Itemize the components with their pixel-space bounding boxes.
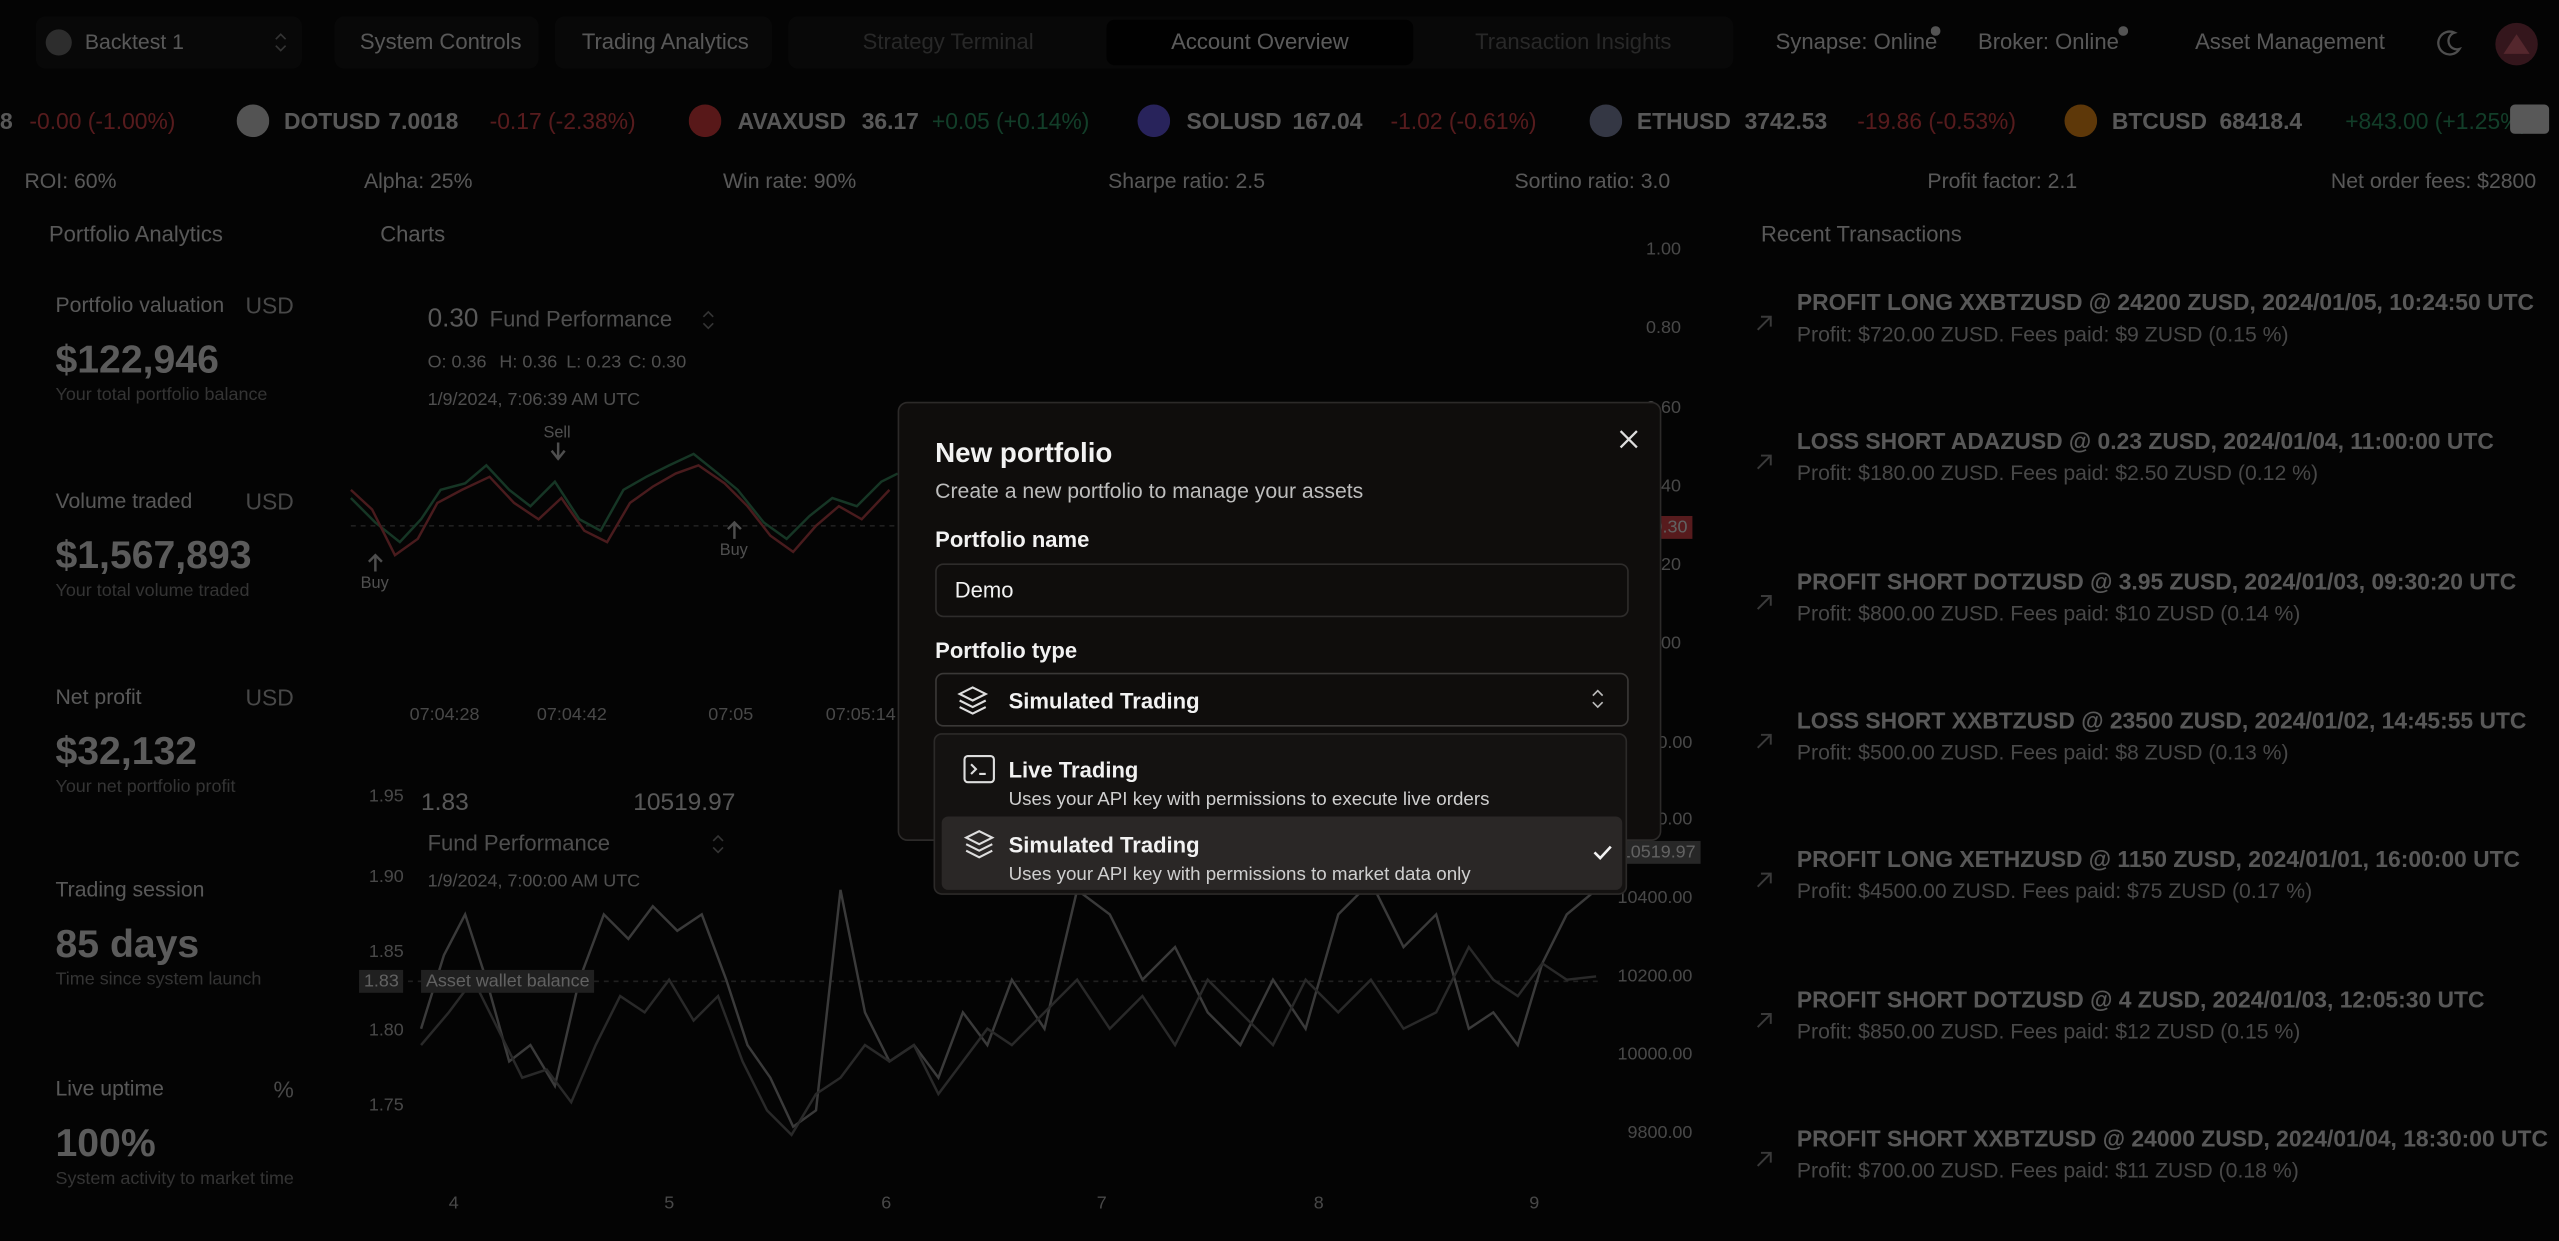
close-button[interactable]: [1619, 429, 1639, 449]
input-value: Demo: [954, 578, 1014, 603]
field-label: Portfolio name: [935, 527, 1090, 553]
option-title: Live Trading: [1008, 758, 1139, 783]
type-select[interactable]: [935, 672, 1629, 727]
name-input[interactable]: [935, 563, 1629, 618]
portfolio-type-listbox: Live Trading Uses your API key with permi…: [933, 733, 1628, 895]
dialog-subtitle: Create a new portfolio to manage your as…: [935, 477, 1364, 503]
dialog-title: New portfolio: [935, 437, 1113, 469]
option-check: [1593, 845, 1612, 860]
field-label: Portfolio type: [935, 638, 1078, 664]
select-chevron: [1592, 689, 1604, 709]
option-description: Uses your API key with permissions to ma…: [1008, 864, 1471, 885]
option-title: Simulated Trading: [1008, 833, 1200, 858]
listbox-option[interactable]: Simulated Trading Uses your API key with …: [941, 816, 1623, 890]
option-icon: [963, 829, 995, 859]
select-icon: [957, 686, 989, 715]
option-icon: [963, 754, 995, 784]
listbox-option[interactable]: Live Trading Uses your API key with permi…: [942, 741, 1623, 814]
select-value: Simulated Trading: [1008, 689, 1200, 714]
option-description: Uses your API key with permissions to ex…: [1008, 789, 1490, 810]
